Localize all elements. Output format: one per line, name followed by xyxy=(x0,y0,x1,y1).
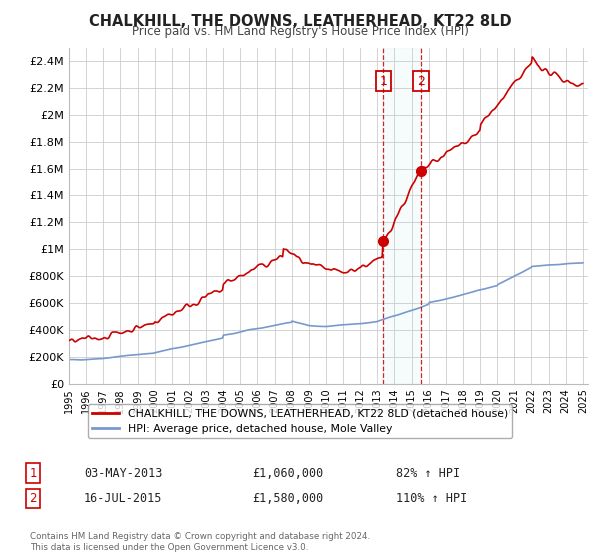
Text: Price paid vs. HM Land Registry's House Price Index (HPI): Price paid vs. HM Land Registry's House … xyxy=(131,25,469,38)
Text: 82% ↑ HPI: 82% ↑ HPI xyxy=(396,466,460,480)
Text: 1: 1 xyxy=(379,74,387,88)
Legend: CHALKHILL, THE DOWNS, LEATHERHEAD, KT22 8LD (detached house), HPI: Average price: CHALKHILL, THE DOWNS, LEATHERHEAD, KT22 … xyxy=(88,404,512,438)
Text: 03-MAY-2013: 03-MAY-2013 xyxy=(84,466,163,480)
Bar xyxy=(383,48,421,384)
Text: £1,060,000: £1,060,000 xyxy=(252,466,323,480)
Text: 1: 1 xyxy=(29,466,37,480)
Text: 2: 2 xyxy=(417,74,425,88)
Text: CHALKHILL, THE DOWNS, LEATHERHEAD, KT22 8LD: CHALKHILL, THE DOWNS, LEATHERHEAD, KT22 … xyxy=(89,14,511,29)
Text: 2: 2 xyxy=(29,492,37,505)
Text: 16-JUL-2015: 16-JUL-2015 xyxy=(84,492,163,505)
Text: 110% ↑ HPI: 110% ↑ HPI xyxy=(396,492,467,505)
Text: Contains HM Land Registry data © Crown copyright and database right 2024.
This d: Contains HM Land Registry data © Crown c… xyxy=(30,532,370,552)
Text: £1,580,000: £1,580,000 xyxy=(252,492,323,505)
